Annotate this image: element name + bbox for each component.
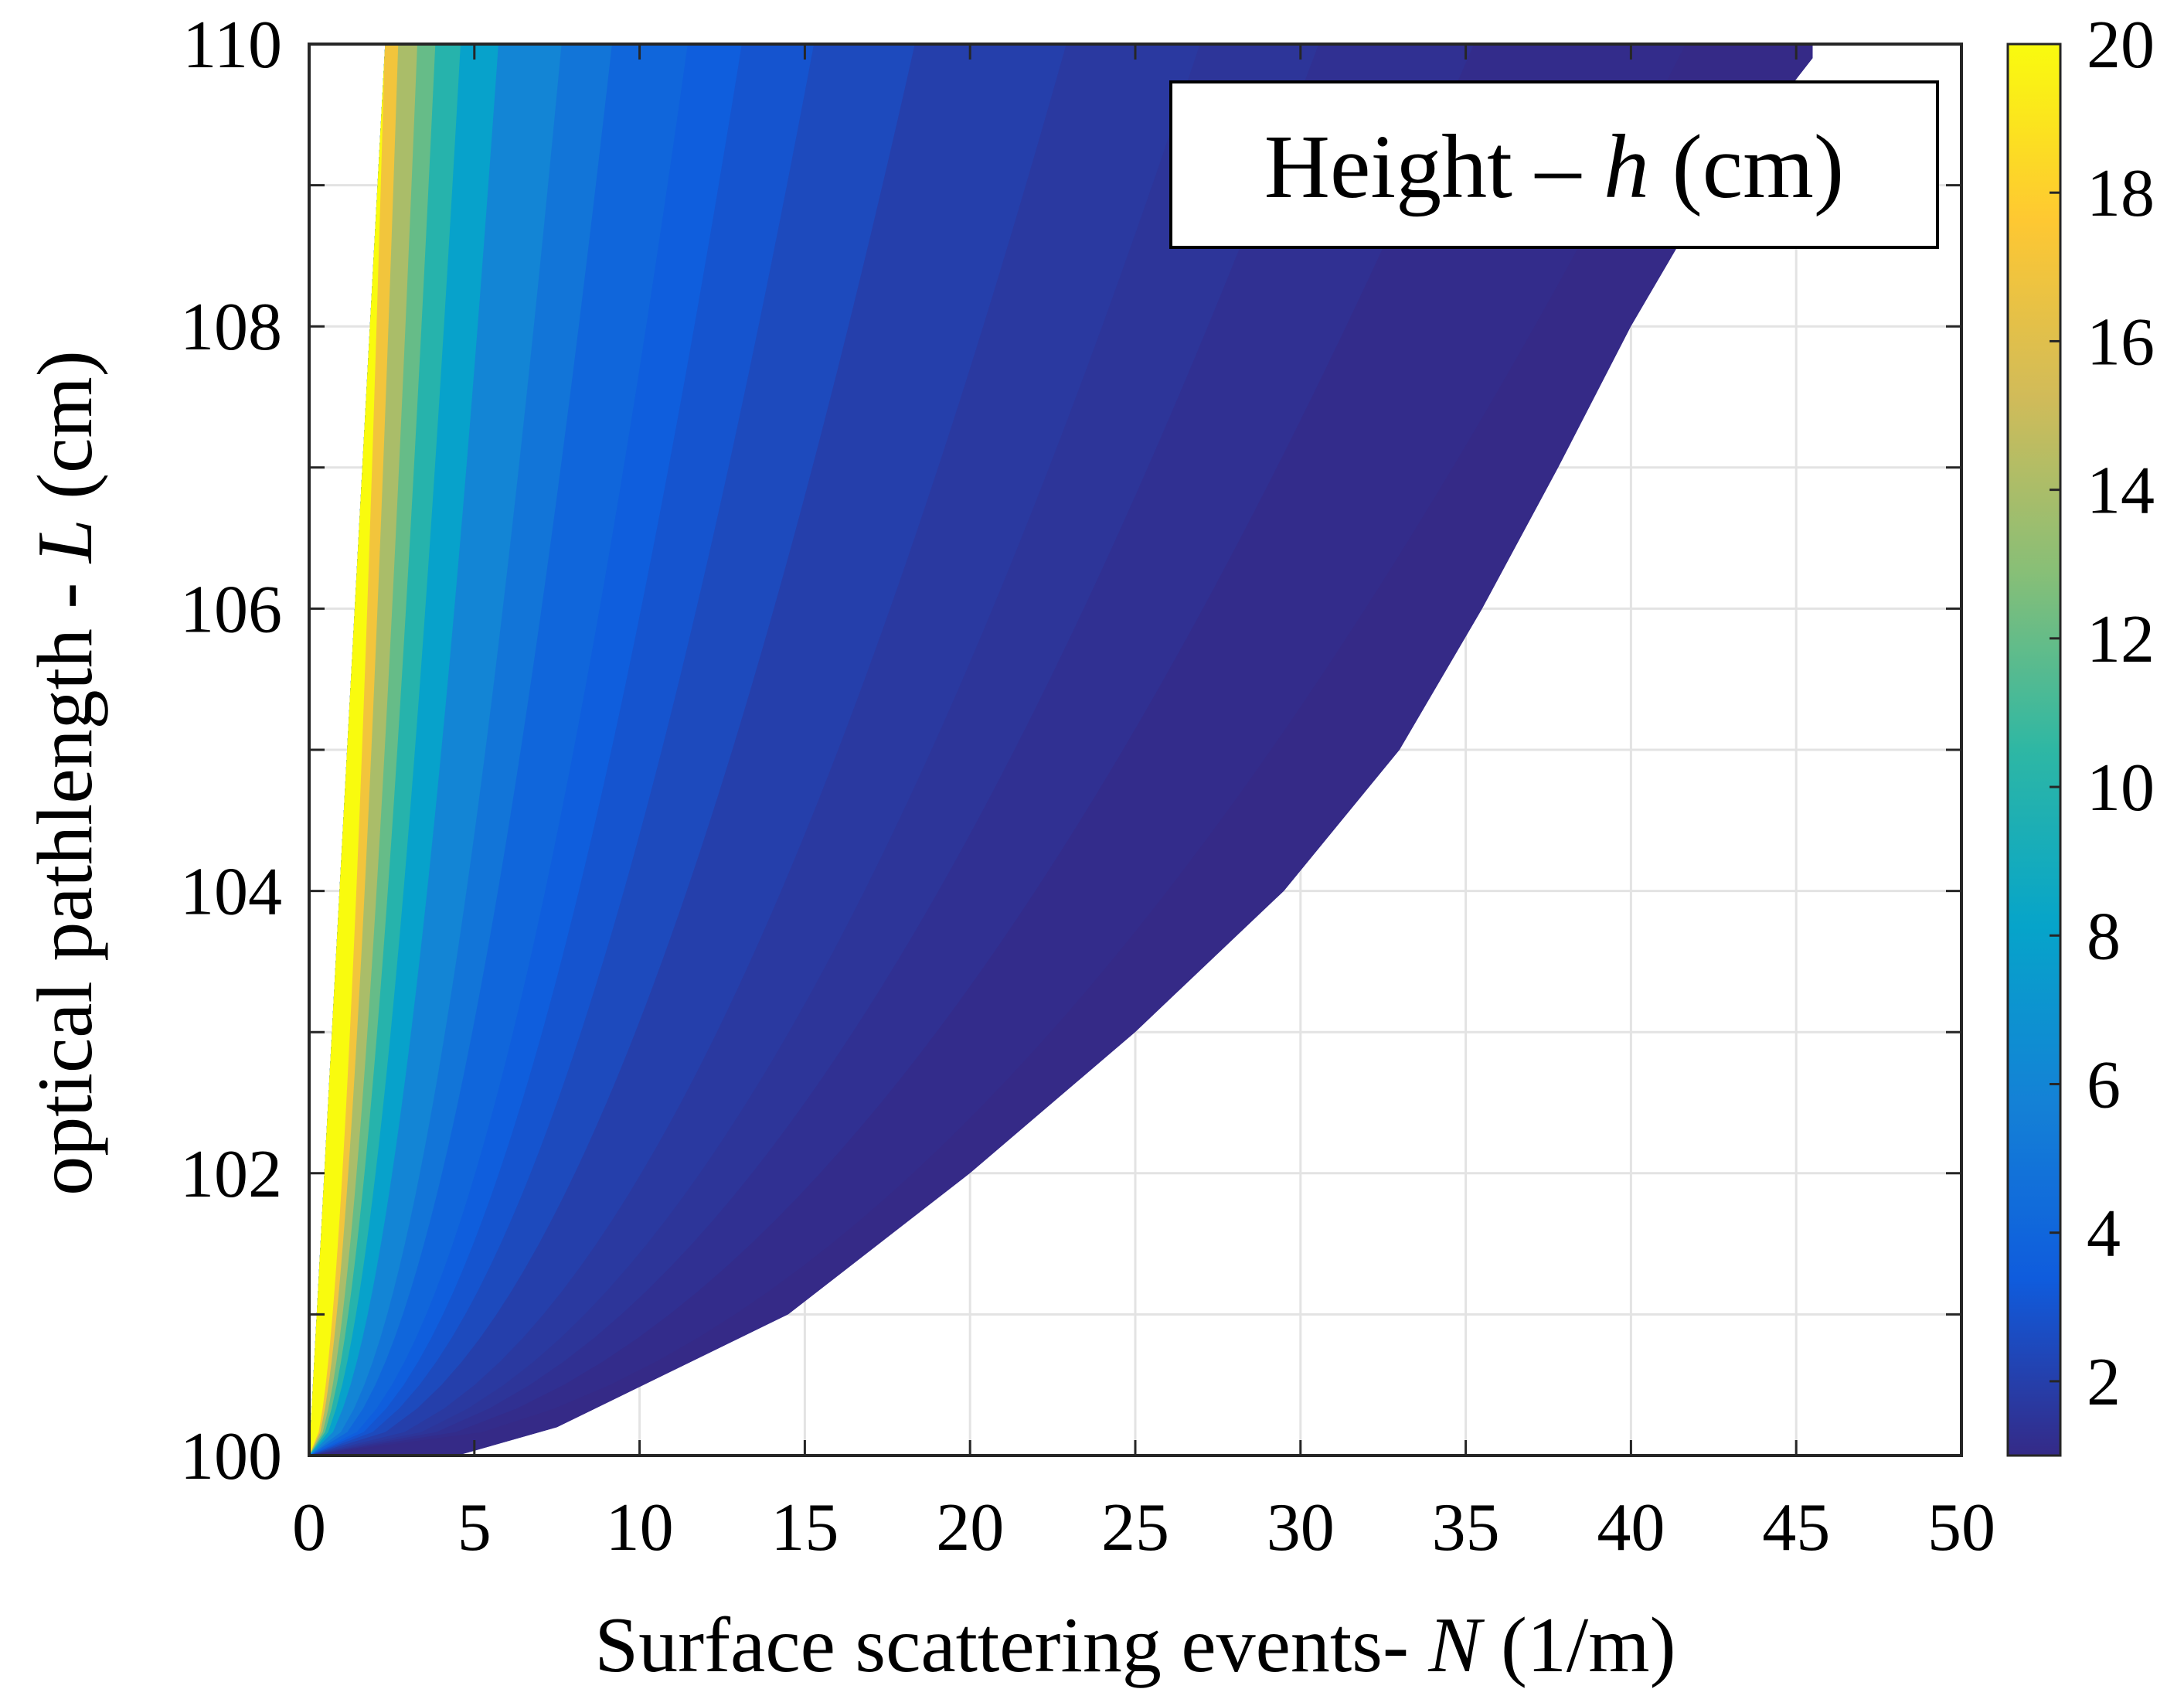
y-tick-labels: 100 102 104 106 108 110 xyxy=(180,8,282,1494)
colorbar-tick-label: 16 xyxy=(2087,305,2155,380)
colorbar-tick-label: 6 xyxy=(2087,1047,2121,1122)
colorbar: 2 4 6 8 10 12 14 16 18 20 xyxy=(2006,8,2155,1457)
x-tick-label: 30 xyxy=(1267,1490,1335,1565)
y-tick-label: 106 xyxy=(180,572,282,647)
x-tick-label: 25 xyxy=(1101,1490,1169,1565)
contour-fill xyxy=(309,44,1813,1456)
x-axis-label: Surface scattering events- N (1/m) xyxy=(594,1602,1675,1689)
x-tick-label: 10 xyxy=(606,1490,674,1565)
x-tick-labels: 0 5 10 15 20 25 30 35 40 45 50 xyxy=(292,1490,1995,1565)
y-tick-label: 108 xyxy=(180,290,282,365)
y-tick-label: 100 xyxy=(180,1419,282,1494)
colorbar-tick-label: 12 xyxy=(2087,602,2155,677)
x-tick-label: 15 xyxy=(771,1490,839,1565)
colorbar-ticks: 2 4 6 8 10 12 14 16 18 20 xyxy=(2050,8,2155,1420)
colorbar-tick-label: 8 xyxy=(2087,899,2121,974)
legend-title: Height – h (cm) xyxy=(1264,116,1844,217)
axis-ticks xyxy=(308,43,1963,1457)
x-tick-label: 40 xyxy=(1597,1490,1665,1565)
x-tick-label: 45 xyxy=(1762,1490,1830,1565)
y-tick-label: 102 xyxy=(180,1137,282,1212)
y-tick-label: 104 xyxy=(180,855,282,930)
colorbar-tick-label: 4 xyxy=(2087,1197,2121,1272)
x-tick-label: 5 xyxy=(458,1490,492,1565)
x-tick-label: 35 xyxy=(1432,1490,1500,1565)
colorbar-tick-label: 2 xyxy=(2087,1345,2121,1420)
x-tick-label: 50 xyxy=(1927,1490,1995,1565)
y-axis-label: optical pathlength - L (cm) xyxy=(22,350,109,1195)
legend-box: Height – h (cm) xyxy=(1169,80,1939,249)
colorbar-tick-label: 20 xyxy=(2087,8,2155,83)
colorbar-tick-label: 18 xyxy=(2087,156,2155,231)
x-tick-label: 20 xyxy=(936,1490,1004,1565)
y-tick-label: 110 xyxy=(182,8,282,83)
colorbar-bar xyxy=(2006,43,2062,1457)
colorbar-tick-label: 10 xyxy=(2087,751,2155,826)
colorbar-tick-label: 14 xyxy=(2087,454,2155,529)
x-tick-label: 0 xyxy=(292,1490,326,1565)
